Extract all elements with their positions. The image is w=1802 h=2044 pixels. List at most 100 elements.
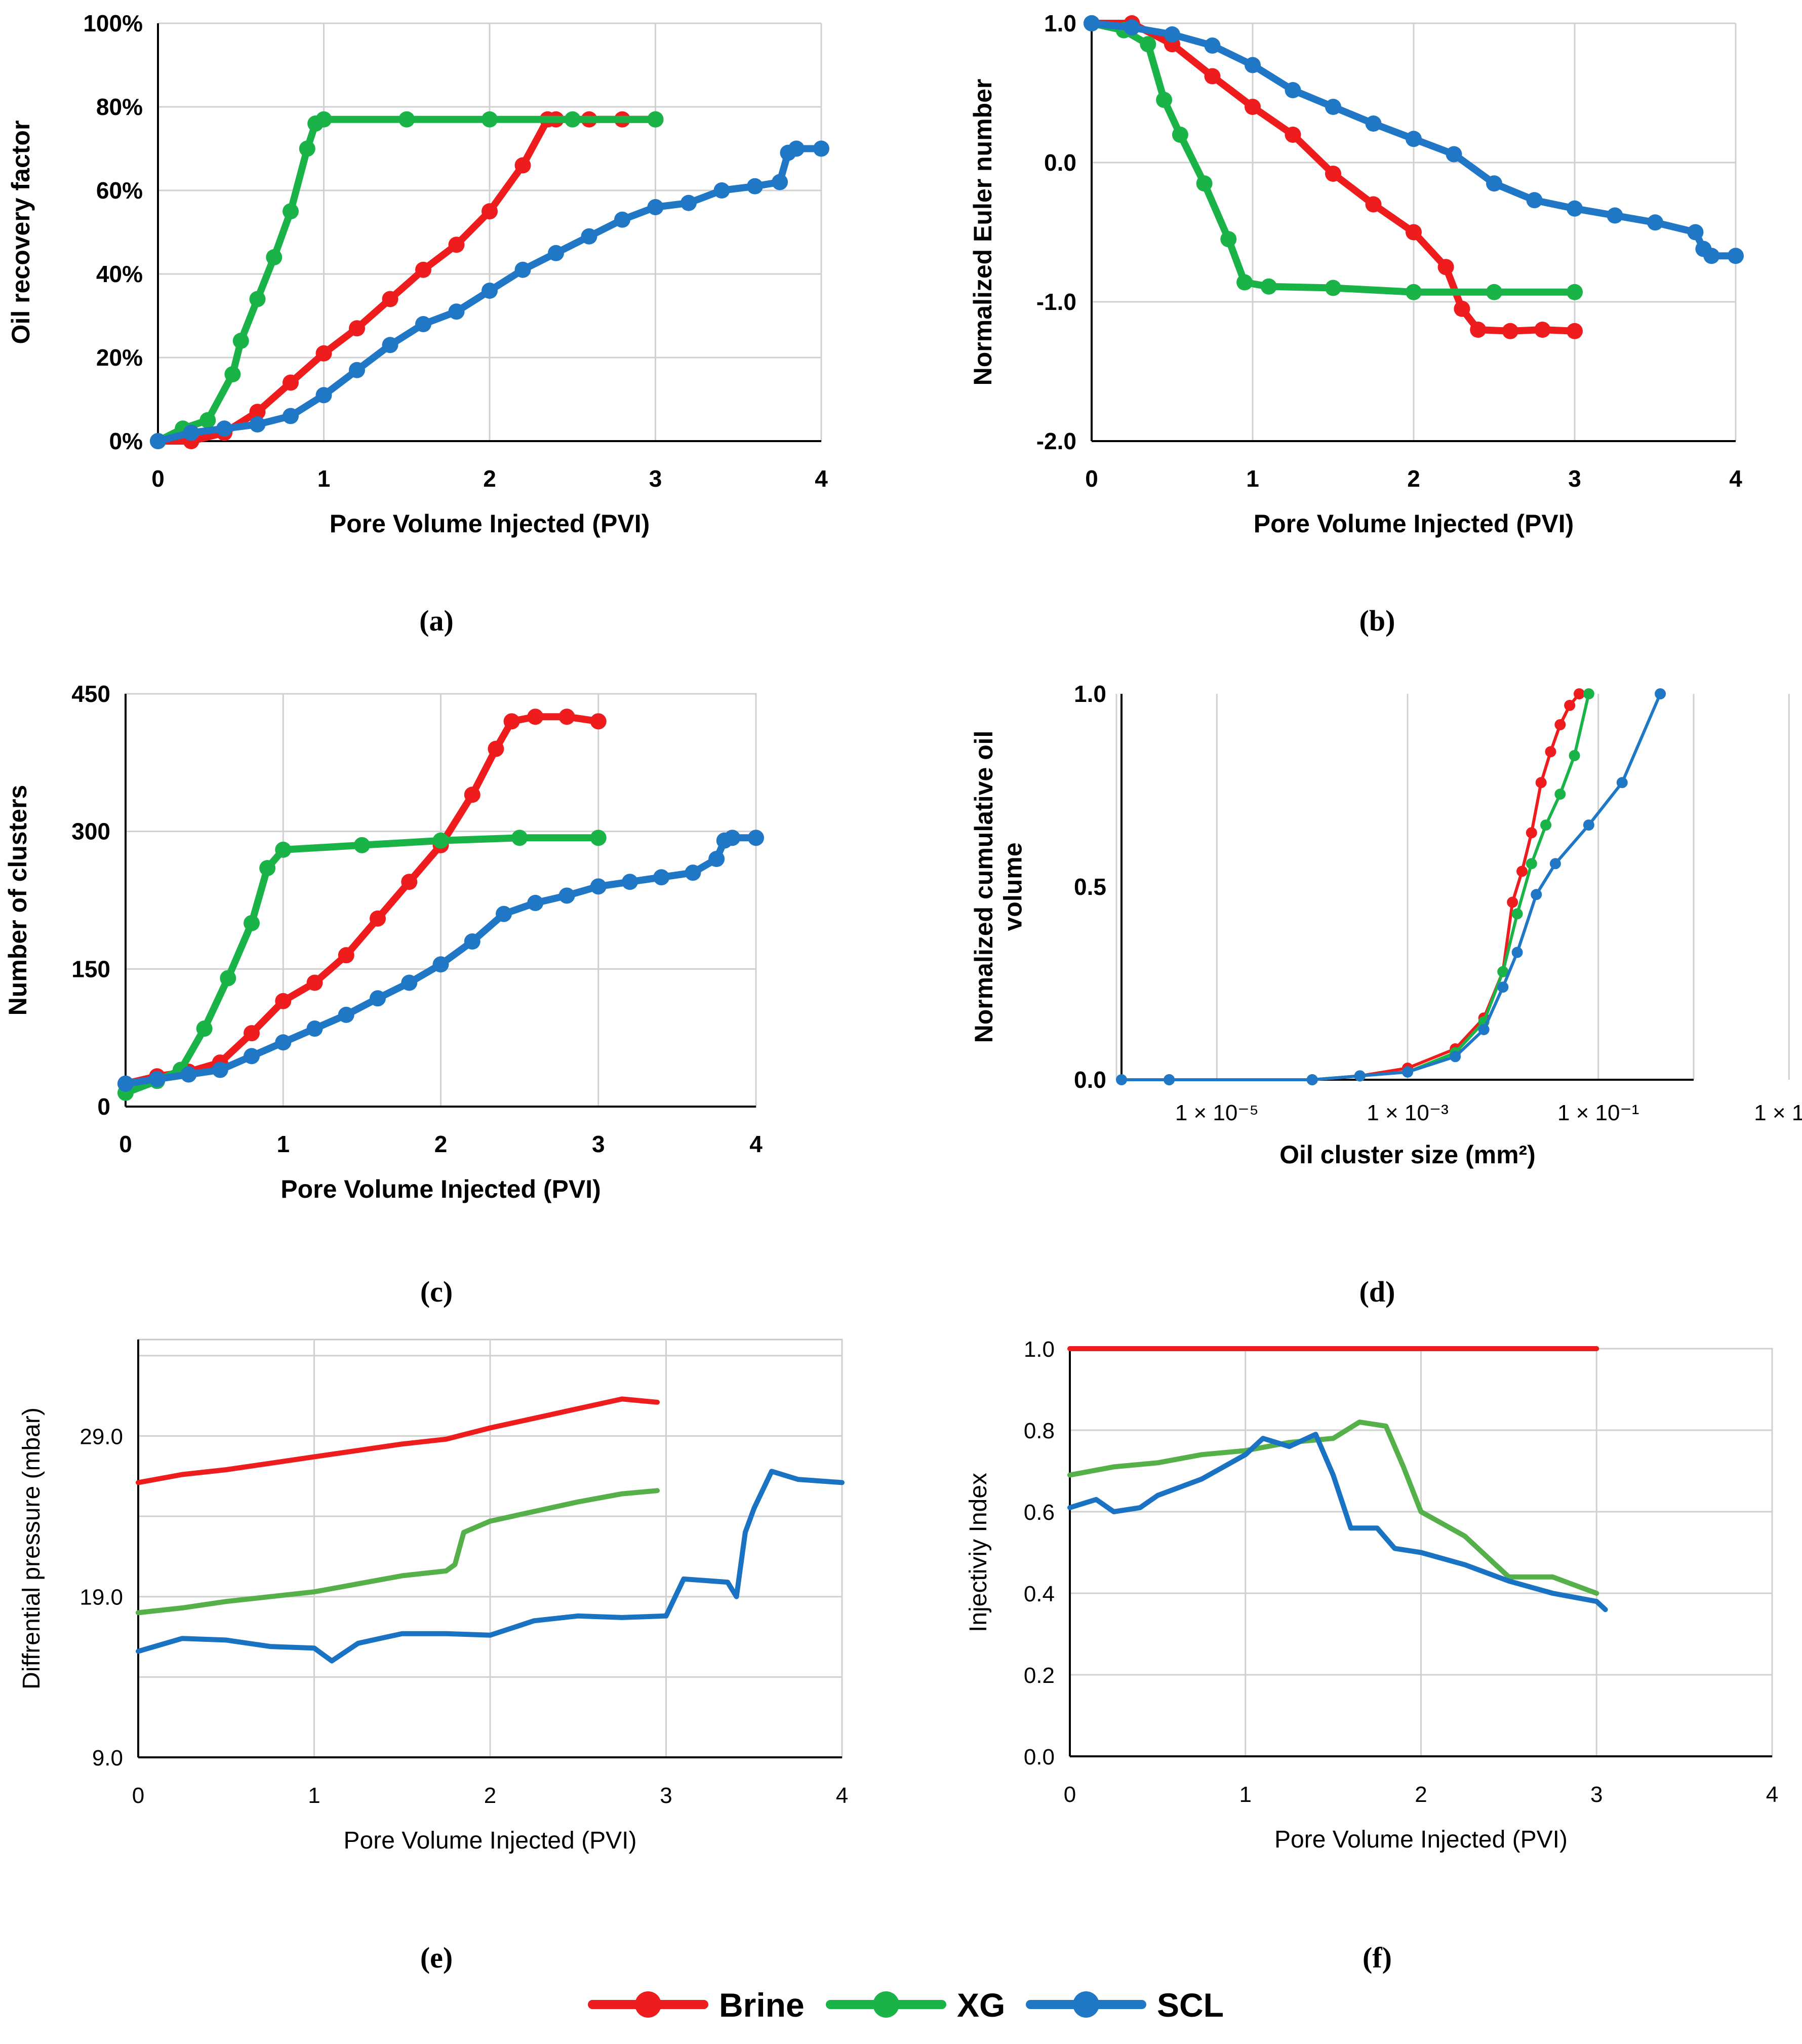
y-tick-label: 100% xyxy=(83,10,143,36)
data-point-xg xyxy=(1526,858,1537,870)
x-axis-title: Pore Volume Injected (PVI) xyxy=(344,1827,637,1854)
x-tick-label: 2 xyxy=(434,1131,448,1157)
data-point-scl xyxy=(1616,777,1628,789)
x-tick-label: 0 xyxy=(1064,1782,1076,1807)
data-point-brine xyxy=(1554,719,1566,730)
data-point-xg xyxy=(1486,284,1502,300)
chart-panel-c: 0 1 2 3 4 0 150 300 450 Pore Volume Injected (PVI… xyxy=(4,681,764,1308)
data-point-brine xyxy=(464,787,480,803)
data-point-brine xyxy=(1564,699,1576,711)
data-point-xg xyxy=(432,832,449,849)
data-point-brine xyxy=(482,203,498,220)
series-line-xg xyxy=(122,834,602,1096)
data-point-scl xyxy=(1607,207,1623,224)
y-tick-label: 1.0 xyxy=(1074,681,1106,707)
data-point-xg xyxy=(511,830,528,846)
data-point-xg xyxy=(249,291,266,307)
data-point-brine xyxy=(1204,68,1221,85)
data-point-brine xyxy=(283,374,299,391)
data-point-scl xyxy=(1164,26,1180,43)
data-point-xg xyxy=(266,249,283,265)
x-tick-label: 3 xyxy=(660,1783,672,1808)
data-point-brine xyxy=(244,1025,260,1042)
panel-label: (a) xyxy=(419,604,454,637)
chart-panel-e: 0 1 2 3 4 9.0 19.0 29.0 Pore Volume Injected (PV… xyxy=(18,1339,848,1974)
data-point-brine xyxy=(503,713,520,730)
x-tick-label: 1 xyxy=(317,465,331,492)
data-point-xg xyxy=(299,140,315,157)
data-point-scl xyxy=(685,864,701,881)
data-point-scl xyxy=(1450,1051,1461,1063)
x-tick-label: 4 xyxy=(815,465,828,492)
data-point-scl xyxy=(382,337,398,353)
data-point-scl xyxy=(338,1006,354,1023)
data-point-xg xyxy=(1172,127,1188,143)
y-tick-label: 60% xyxy=(96,177,143,204)
data-point-brine xyxy=(382,291,398,307)
data-point-xg xyxy=(564,111,581,128)
data-point-scl xyxy=(772,174,788,190)
data-point-brine xyxy=(1526,827,1537,839)
series-line-xg xyxy=(1088,20,1578,296)
y-tick-label: 0.4 xyxy=(1024,1582,1055,1606)
data-point-scl xyxy=(244,1048,260,1065)
y-tick-label: 150 xyxy=(71,956,110,982)
y-tick-label: 0.2 xyxy=(1024,1663,1055,1688)
data-point-scl xyxy=(1285,82,1301,98)
data-point-xg xyxy=(275,841,292,858)
data-point-scl xyxy=(1567,200,1583,217)
series-line-xg xyxy=(1067,1419,1599,1596)
y-tick-label: -1.0 xyxy=(1036,289,1076,315)
data-point-xg xyxy=(482,111,498,128)
series-line-scl xyxy=(1120,692,1662,1081)
data-point-scl xyxy=(1245,57,1261,73)
data-point-xg xyxy=(647,111,664,128)
data-point-brine xyxy=(1567,323,1583,339)
y-tick-label: 0% xyxy=(109,428,143,454)
data-point-scl xyxy=(249,416,266,433)
y-tick-label: 0 xyxy=(97,1093,110,1120)
data-point-scl xyxy=(180,1066,197,1083)
x-tick-label: 1 × 10¹ xyxy=(1754,1100,1802,1125)
x-tick-label: 0 xyxy=(132,1783,144,1808)
x-tick-label: 4 xyxy=(836,1783,848,1808)
data-point-scl xyxy=(1365,115,1382,132)
legend-label-scl: SCL xyxy=(1157,1986,1224,2024)
data-point-scl xyxy=(1354,1070,1366,1082)
y-tick-label: 300 xyxy=(71,818,110,845)
x-tick-label: 1 xyxy=(1239,1782,1252,1807)
legend-marker-scl xyxy=(1073,1991,1099,2018)
data-point-scl xyxy=(788,140,805,157)
series-line-xg xyxy=(136,1488,660,1616)
x-tick-label: 2 xyxy=(484,1783,496,1808)
x-tick-label: 3 xyxy=(1590,1782,1603,1807)
data-point-brine xyxy=(558,709,575,725)
data-point-brine xyxy=(488,740,504,757)
data-point-scl xyxy=(212,1062,228,1078)
y-axis-title: Oil recovery factor xyxy=(7,121,35,344)
data-point-scl xyxy=(748,830,764,846)
panel-label: (e) xyxy=(420,1941,453,1974)
data-point-scl xyxy=(614,211,630,228)
y-tick-label: 0.0 xyxy=(1074,1067,1106,1093)
panel-label: (d) xyxy=(1359,1275,1395,1308)
data-point-brine xyxy=(1325,166,1341,182)
x-tick-label: 2 xyxy=(1407,465,1420,492)
data-point-brine xyxy=(1365,196,1382,213)
x-axis-title: Pore Volume Injected (PVI) xyxy=(330,509,650,538)
data-point-xg xyxy=(1196,175,1213,192)
data-point-xg xyxy=(1220,231,1237,248)
data-point-scl xyxy=(647,199,664,215)
legend-label-xg: XG xyxy=(957,1986,1005,2024)
data-point-scl xyxy=(1406,131,1422,147)
data-point-scl xyxy=(1531,889,1542,900)
data-point-scl xyxy=(713,182,730,199)
data-point-scl xyxy=(1478,1024,1490,1035)
panel-label: (f) xyxy=(1363,1941,1392,1974)
y-tick-label: -2.0 xyxy=(1036,428,1076,454)
data-point-brine xyxy=(1285,127,1301,143)
data-point-brine xyxy=(315,345,332,362)
data-point-scl xyxy=(275,1034,292,1051)
data-point-scl xyxy=(548,245,564,261)
data-point-scl xyxy=(1526,192,1543,209)
